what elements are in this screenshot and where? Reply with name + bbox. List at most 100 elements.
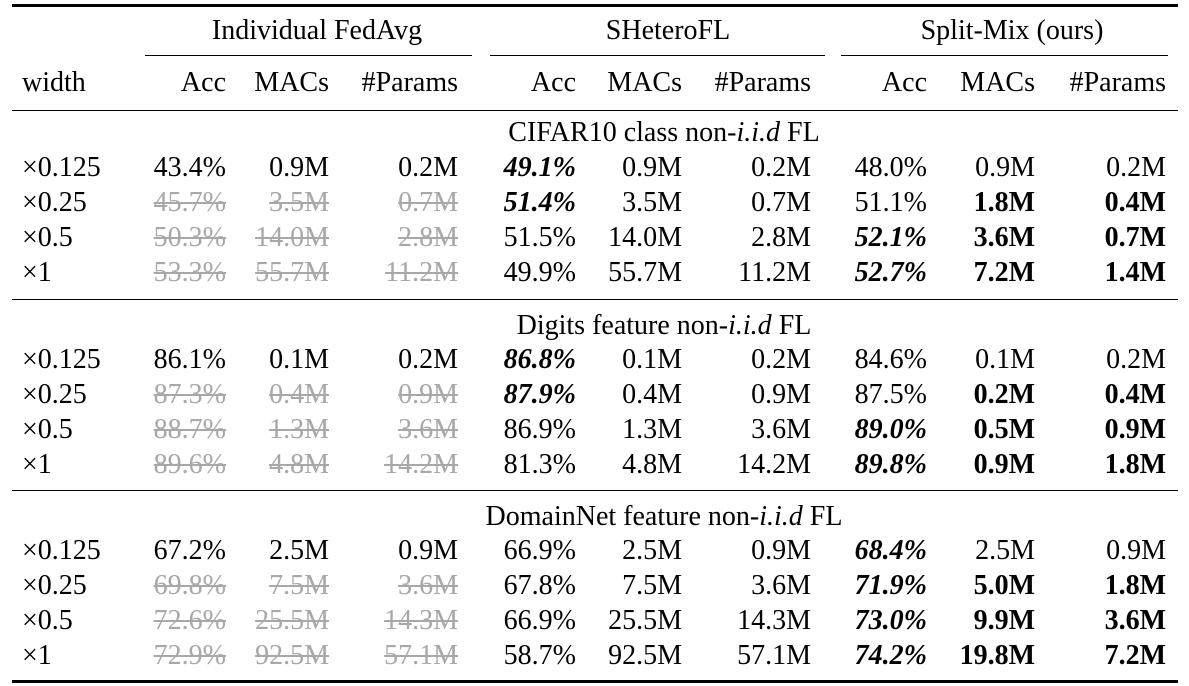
- cell: 3.6M: [1104, 605, 1166, 636]
- cell: 68.4%: [854, 535, 927, 566]
- cell: 7.2M: [973, 257, 1035, 288]
- cell: 11.2M: [385, 257, 458, 288]
- cell: 0.2M: [1106, 344, 1166, 375]
- cell: 48.0%: [854, 152, 927, 183]
- cell: 0.1M: [269, 344, 329, 375]
- cell: 89.8%: [854, 449, 927, 480]
- row-width: ×0.125: [22, 152, 101, 183]
- cell: 86.1%: [153, 344, 226, 375]
- cell: 0.4M: [622, 379, 682, 410]
- column-header: MACs: [960, 67, 1035, 98]
- cell: 3.6M: [751, 570, 811, 601]
- cell: 0.4M: [1104, 187, 1166, 218]
- cell: 55.7M: [608, 257, 682, 288]
- cell: 7.5M: [622, 570, 682, 601]
- group-header-sheterofl: SHeteroFL: [605, 15, 731, 46]
- column-header: #Params: [714, 67, 811, 98]
- cell: 43.4%: [153, 152, 226, 183]
- cell: 9.9M: [973, 605, 1035, 636]
- cell: 0.9M: [973, 449, 1035, 480]
- cell: 0.7M: [1104, 222, 1166, 253]
- cell: 86.8%: [503, 344, 576, 375]
- cell: 66.9%: [503, 535, 576, 566]
- cell: 14.2M: [384, 449, 458, 480]
- group-header-split-mix: Split-Mix (ours): [920, 15, 1104, 46]
- cell: 14.0M: [255, 222, 329, 253]
- cell: 3.6M: [398, 570, 458, 601]
- cell: 14.2M: [737, 449, 811, 480]
- column-header: MACs: [607, 67, 682, 98]
- cell: 50.3%: [153, 222, 226, 253]
- cell: 51.5%: [503, 222, 576, 253]
- cell: 0.2M: [398, 344, 458, 375]
- cell: 3.5M: [622, 187, 682, 218]
- group-underline: [841, 55, 1168, 57]
- cell: 0.1M: [622, 344, 682, 375]
- cell: 0.2M: [973, 379, 1035, 410]
- cell: 87.5%: [854, 379, 927, 410]
- cell: 86.9%: [503, 414, 576, 445]
- cell: 49.9%: [503, 257, 576, 288]
- row-width: ×1: [22, 640, 52, 671]
- group-underline: [490, 55, 825, 57]
- cell: 0.9M: [975, 152, 1035, 183]
- cell: 2.8M: [751, 222, 811, 253]
- bottom-rule: [12, 680, 1178, 683]
- column-header: MACs: [254, 67, 329, 98]
- cell: 57.1M: [737, 640, 811, 671]
- cell: 0.2M: [1106, 152, 1166, 183]
- cell: 92.5M: [608, 640, 682, 671]
- cell: 0.5M: [973, 414, 1035, 445]
- row-width: ×0.5: [22, 414, 73, 445]
- cell: 45.7%: [153, 187, 226, 218]
- top-rule: [12, 4, 1178, 7]
- cell: 14.3M: [737, 605, 811, 636]
- cell: 0.9M: [269, 152, 329, 183]
- cell: 0.7M: [751, 187, 811, 218]
- cell: 25.5M: [255, 605, 329, 636]
- cell: 1.3M: [622, 414, 682, 445]
- cell: 2.5M: [269, 535, 329, 566]
- cell: 3.6M: [751, 414, 811, 445]
- cell: 71.9%: [854, 570, 927, 601]
- section-title-domainnet: DomainNet feature non-i.i.d FL: [485, 501, 843, 532]
- cell: 88.7%: [153, 414, 226, 445]
- header-rule: [12, 110, 1178, 112]
- cell: 69.8%: [153, 570, 226, 601]
- cell: 1.8M: [973, 187, 1035, 218]
- cell: 89.0%: [854, 414, 927, 445]
- cell: 14.0M: [608, 222, 682, 253]
- cell: 73.0%: [854, 605, 927, 636]
- cell: 81.3%: [503, 449, 576, 480]
- cell: 74.2%: [854, 640, 927, 671]
- cell: 5.0M: [973, 570, 1035, 601]
- section-rule: [12, 299, 1178, 301]
- row-width: ×0.125: [22, 535, 101, 566]
- cell: 25.5M: [608, 605, 682, 636]
- cell: 0.4M: [269, 379, 329, 410]
- cell: 1.3M: [269, 414, 329, 445]
- cell: 19.8M: [959, 640, 1035, 671]
- cell: 0.2M: [751, 344, 811, 375]
- cell: 52.7%: [854, 257, 927, 288]
- cell: 0.4M: [1104, 379, 1166, 410]
- row-width: ×1: [22, 449, 52, 480]
- cell: 87.3%: [153, 379, 226, 410]
- section-title-cifar10: CIFAR10 class non-i.i.d FL: [508, 117, 820, 148]
- cell: 1.8M: [1104, 570, 1166, 601]
- cell: 51.4%: [503, 187, 576, 218]
- cell: 53.3%: [153, 257, 226, 288]
- cell: 1.8M: [1104, 449, 1166, 480]
- cell: 2.5M: [622, 535, 682, 566]
- cell: 52.1%: [854, 222, 927, 253]
- row-width: ×0.125: [22, 344, 101, 375]
- cell: 55.7M: [255, 257, 329, 288]
- column-header: Acc: [180, 67, 226, 98]
- cell: 4.8M: [622, 449, 682, 480]
- cell: 0.9M: [751, 379, 811, 410]
- column-header: Acc: [881, 67, 927, 98]
- row-width: ×1: [22, 257, 52, 288]
- cell: 3.6M: [973, 222, 1035, 253]
- row-width: ×0.25: [22, 187, 87, 218]
